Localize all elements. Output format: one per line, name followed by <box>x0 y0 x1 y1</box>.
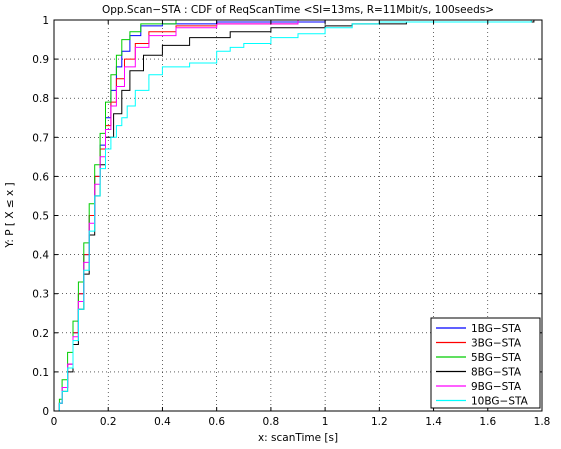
y-tick-label: 0.8 <box>32 93 49 105</box>
y-tick-label: 0 <box>42 406 49 418</box>
x-tick-label: 1 <box>322 416 329 428</box>
grid <box>54 20 542 411</box>
y-tick-label: 0.5 <box>32 211 49 223</box>
x-tick-label: 1.2 <box>371 416 388 428</box>
x-tick-label: 1.6 <box>479 416 496 428</box>
series-line-6 <box>56 20 532 412</box>
axis-ticks: 0 0.2 0.4 0.6 0.8 1 1.2 1.4 1.6 1.8 0 0.1 0.2 0.3 0.4 0… <box>32 15 550 428</box>
y-tick-label: 0.1 <box>32 367 49 379</box>
legend-box <box>430 317 541 409</box>
series-lines <box>56 20 535 412</box>
legend-label: 1BG−STA <box>471 323 522 335</box>
y-tick-label: 0.2 <box>32 328 49 340</box>
legend: 1BG−STA 3BG−STA 5BG−STA 8BG−STA 9BG−STA 10BG−… <box>430 317 541 409</box>
y-tick-label: 0.6 <box>32 171 49 183</box>
legend-label: 8BG−STA <box>471 367 522 379</box>
chart-title: Opp.Scan−STA : CDF of ReqScanTime <SI=13… <box>102 4 494 16</box>
legend-label: 3BG−STA <box>471 338 522 350</box>
x-tick-label: 0.4 <box>154 416 171 428</box>
legend-label: 9BG−STA <box>471 381 522 393</box>
x-tick-label: 1.4 <box>425 416 442 428</box>
x-tick-label: 0.8 <box>263 416 280 428</box>
x-axis-label: x: scanTime [s] <box>258 432 338 444</box>
y-tick-label: 0.3 <box>32 289 49 301</box>
legend-label: 5BG−STA <box>471 352 522 364</box>
y-axis-label: Y: P [ X ≤ x ] <box>4 182 16 248</box>
y-tick-label: 0.4 <box>32 250 49 262</box>
x-tick-label: 0.6 <box>208 416 225 428</box>
legend-label: 10BG−STA <box>471 396 529 408</box>
x-tick-label: 0 <box>51 416 58 428</box>
y-tick-label: 1 <box>42 15 49 27</box>
x-tick-label: 0.2 <box>100 416 117 428</box>
x-tick-label: 1.8 <box>534 416 551 428</box>
series-line-5 <box>56 20 299 412</box>
y-tick-label: 0.7 <box>32 132 49 144</box>
y-tick-label: 0.9 <box>32 54 49 66</box>
